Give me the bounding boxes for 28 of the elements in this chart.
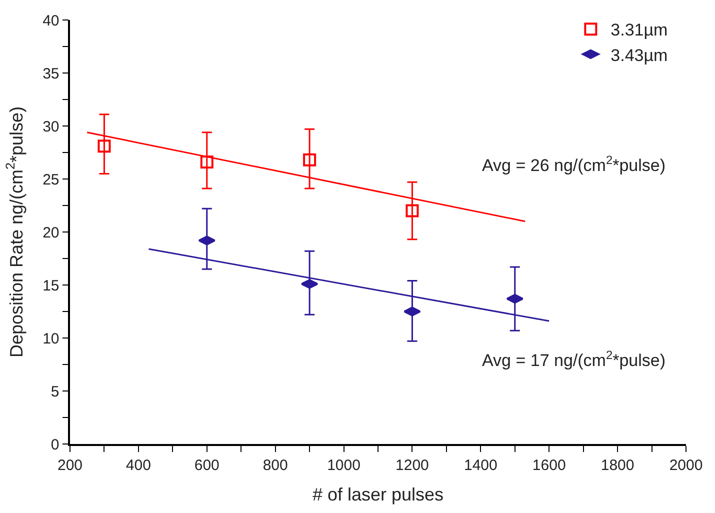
x-axis-title: # of laser pulses: [312, 484, 444, 504]
x-tick-label: 1000: [327, 456, 360, 474]
point: [200, 156, 214, 169]
x-tick-label: 800: [262, 456, 288, 474]
x-tick-label: 200: [57, 456, 83, 474]
point: [98, 140, 111, 153]
y-tick-label: 25: [42, 171, 60, 188]
x-tick-label: 1400: [464, 456, 498, 474]
x-tick-label: 1800: [600, 456, 634, 474]
x-tick-label: 1200: [396, 456, 429, 474]
point: [303, 153, 316, 166]
legend-label: 3.43µm: [610, 46, 668, 65]
y-tick-label: 10: [42, 330, 60, 348]
x-tick-label: 1600: [532, 456, 566, 474]
y-tick-label: 30: [42, 118, 60, 136]
annotation: Avg = 26 ng/(cm$^{2}$*pulse): [482, 153, 666, 176]
y-tick-label: 40: [42, 12, 60, 30]
y-tick-label: 5: [50, 383, 60, 400]
legend-label: 3.31µm: [610, 20, 668, 40]
y-tick-label: 0: [50, 436, 60, 454]
x-tick-label: 2000: [669, 456, 703, 474]
point: [406, 204, 419, 218]
x-tick-label: 600: [194, 456, 220, 474]
y-tick-label: 15: [42, 277, 60, 294]
x-tick-label: 400: [126, 456, 151, 474]
y-tick-label: 35: [42, 65, 60, 82]
annotation: Avg = 17 ng/(cm$^{2}$*pulse): [482, 348, 666, 370]
y-tick-label: 20: [42, 224, 60, 242]
